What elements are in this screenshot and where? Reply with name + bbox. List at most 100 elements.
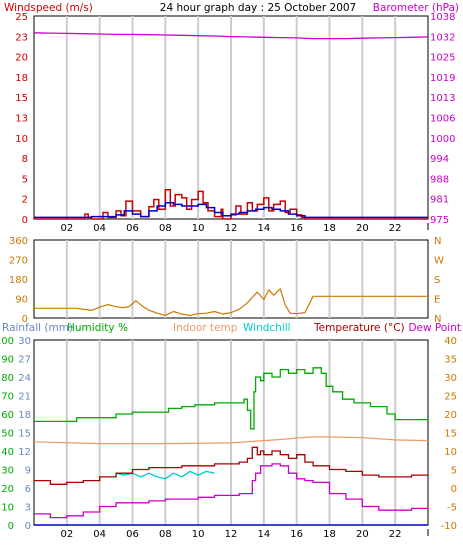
windspeed-tick-label: 10 [15,134,28,145]
temperature-tick-label: 15 [444,429,457,440]
temperature-tick-label: 5 [451,466,457,477]
dewpoint-series [34,463,428,519]
x-tick-label: 10 [192,529,205,540]
compass-tick: S [434,275,440,286]
temperature-tick-label: 10 [444,447,457,458]
rainfall-tick-label: 24 [18,373,31,384]
windspeed-tick-label: 8 [22,154,28,165]
barometer-tick-label: 1000 [430,134,455,145]
humidity-tick-label: 100 [0,336,14,347]
direction-degree-tick: 360 [9,236,28,247]
x-tick-label: 02 [60,223,73,234]
temperature-tick-label: 25 [444,392,457,403]
rainfall-tick-label: 0 [25,521,31,532]
temperature-tick-label: 20 [444,410,457,421]
wind-barometer-panel: 0258101315182023259759819889941000100610… [15,12,455,234]
indoor-temp-label: Indoor temp [173,322,238,334]
barometer-series [33,32,429,40]
barometer-tick-label: 1038 [430,12,455,23]
windspeed-average-series [34,202,428,219]
compass-tick: W [434,256,444,267]
x-tick-label: 12 [225,529,238,540]
x-tick-label: 18 [323,529,336,540]
rainfall-tick-label: 30 [18,336,31,347]
windspeed-axis-label: Windspeed (m/s) [4,2,93,14]
temperature-tick-label: 30 [444,373,457,384]
x-tick-label: 08 [159,223,172,234]
humidity-series [34,367,428,430]
windspeed-tick-label: 18 [15,73,28,84]
x-tick-label: 18 [323,223,336,234]
compass-tick: N [434,314,441,325]
rainfall-tick-label: 9 [25,466,31,477]
barometer-tick-label: 1019 [430,73,455,84]
x-tick-label: 04 [93,529,106,540]
temperature-tick-label: -10 [441,521,457,532]
humidity-tick-label: 70 [1,392,14,403]
humidity-tick-label: 10 [1,503,14,514]
x-tick-label: 16 [290,529,303,540]
direction-degree-tick: 270 [9,256,28,267]
x-tick-label: 22 [389,223,402,234]
barometer-tick-label: 981 [430,195,449,206]
windspeed-tick-label: 2 [22,195,28,206]
rainfall-tick-label: 12 [18,447,31,458]
windspeed-tick-label: 0 [22,215,28,226]
barometer-tick-label: 975 [430,215,449,226]
compass-tick: E [434,295,440,306]
temperature-tick-label: -5 [447,503,457,514]
temperature-tick-label: 0 [451,484,457,495]
x-tick-label: 08 [159,529,172,540]
temperature-tick-label: 40 [444,336,457,347]
temperature-axis-label: Temperature (°C) [313,322,405,334]
rainfall-tick-label: 3 [25,503,31,514]
windspeed-tick-label: 23 [15,32,28,43]
x-tick-label: 22 [389,529,402,540]
humidity-tick-label: 40 [1,447,14,458]
rainfall-tick-label: 21 [18,392,31,403]
x-tick-label: 02 [60,529,73,540]
humidity-tick-label: 60 [1,410,14,421]
barometer-axis-label: Barometer (hPa) [373,2,459,14]
windspeed-tick-label: 5 [22,174,28,185]
x-tick-label: 12 [225,223,238,234]
humidity-tick-label: 20 [1,484,14,495]
temperature-series [34,446,428,485]
humidity-tick-label: 80 [1,373,14,384]
temperature-tick-label: 35 [444,355,457,366]
wind-direction-series [34,288,428,316]
windspeed-tick-label: 13 [15,114,28,125]
compass-tick: N [434,236,441,247]
x-tick-label: 10 [192,223,205,234]
windchill-label: Windchill [243,322,291,334]
direction-degree-tick: 0 [22,314,28,325]
barometer-tick-label: 1006 [430,114,455,125]
x-tick-label: 14 [257,223,270,234]
indoor-temp-series [33,436,429,445]
rainfall-tick-label: 6 [25,484,31,495]
x-tick-label: 06 [126,223,139,234]
direction-degree-tick: 90 [15,295,28,306]
graph-title: 24 hour graph day : 25 October 2007 [160,2,356,14]
x-tick-label: 20 [356,223,369,234]
x-tick-label: 16 [290,223,303,234]
x-tick-label: 14 [257,529,270,540]
barometer-tick-label: 1025 [430,53,455,64]
rainfall-axis-label: Rainfall (mm) [2,322,73,334]
humidity-tick-label: 0 [8,521,14,532]
rainfall-tick-label: 18 [18,410,31,421]
windspeed-tick-label: 20 [15,53,28,64]
rainfall-tick-label: 15 [18,429,31,440]
dewpoint-label: Dew Point [408,322,461,334]
direction-degree-tick: 180 [9,275,28,286]
humidity-tick-label: 90 [1,355,14,366]
humidity-axis-label: Humidity % [67,322,128,334]
humidity-tick-label: 30 [1,466,14,477]
humidity-tick-label: 50 [1,429,14,440]
barometer-tick-label: 994 [430,154,449,165]
rainfall-tick-label: 27 [18,355,31,366]
barometer-tick-label: 988 [430,174,449,185]
